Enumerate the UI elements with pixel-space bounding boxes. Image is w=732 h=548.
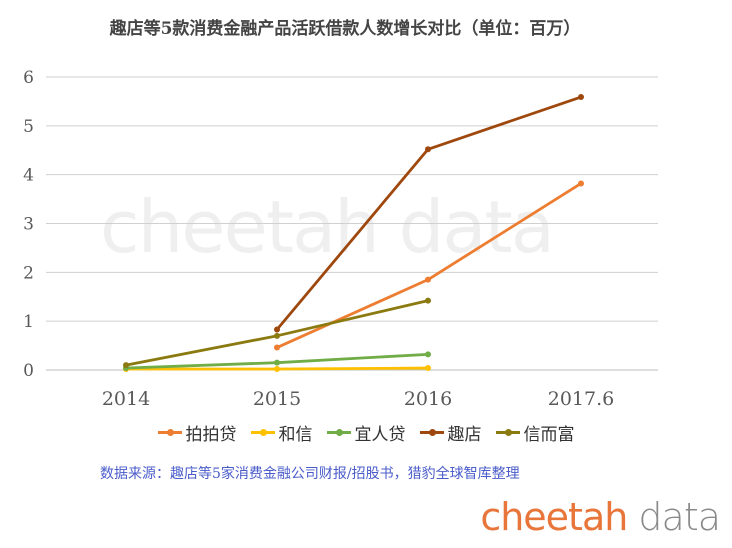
line-chart: 0 1 2 3 4 5 6 2014 2015 2016 2017.6 — [23, 68, 658, 410]
series-point-5 — [123, 362, 129, 369]
legend-item-3: 宜人贷 — [326, 420, 406, 445]
legend-label: 趣店 — [447, 425, 482, 445]
series-point-4 — [578, 94, 584, 101]
series-point-1 — [425, 276, 431, 283]
y-tick-label: 5 — [23, 117, 34, 137]
legend-swatch — [326, 429, 351, 436]
legend-label: 和信 — [278, 425, 313, 445]
series-line-1 — [276, 182, 582, 349]
legend-item-2: 和信 — [250, 420, 313, 445]
legend-item-5: 信而富 — [495, 420, 575, 445]
legend-item-1: 拍拍贷 — [157, 420, 237, 445]
y-tick-label: 3 — [23, 215, 34, 235]
series-point-3 — [274, 359, 280, 366]
series-point-5 — [425, 297, 431, 304]
legend-label: 信而富 — [523, 425, 575, 445]
y-tick-label: 4 — [23, 166, 34, 186]
y-tick-label: 1 — [23, 312, 34, 332]
y-tick-label: 2 — [23, 263, 34, 283]
series-point-3 — [425, 351, 431, 358]
legend-swatch — [250, 429, 275, 436]
x-tick-label: 2015 — [253, 388, 301, 410]
legend: 拍拍贷 和信 宜人贷 趣店 信而富 — [0, 420, 732, 445]
series-point-2 — [425, 365, 431, 372]
legend-swatch — [495, 429, 520, 436]
x-tick-label: 2014 — [102, 388, 150, 410]
source-note: 数据来源：趣店等5家消费金融公司财报/招股书，猎豹全球智库整理 — [100, 466, 520, 482]
series-point-4 — [274, 326, 280, 333]
brand-logo-part1: cheetah — [480, 495, 628, 539]
legend-label: 拍拍贷 — [185, 425, 237, 445]
y-tick-label: 0 — [23, 361, 34, 381]
brand-logo: cheetah data — [480, 495, 721, 539]
series-point-2 — [274, 366, 280, 373]
legend-label: 宜人贷 — [354, 425, 406, 445]
chart-title: 趣店等5款消费金融产品活跃借款人数增长对比（单位：百万） — [109, 19, 581, 39]
series-point-5 — [274, 332, 280, 339]
series-point-1 — [578, 180, 584, 187]
legend-swatch — [419, 429, 444, 436]
legend-swatch — [157, 429, 182, 436]
series-point-4 — [425, 146, 431, 153]
y-tick-label: 6 — [23, 68, 34, 88]
x-tick-label: 2016 — [404, 388, 452, 410]
legend-item-4: 趣店 — [419, 420, 482, 445]
series-point-1 — [274, 344, 280, 351]
brand-logo-part2: data — [627, 495, 721, 539]
x-tick-label: 2017.6 — [548, 388, 614, 410]
